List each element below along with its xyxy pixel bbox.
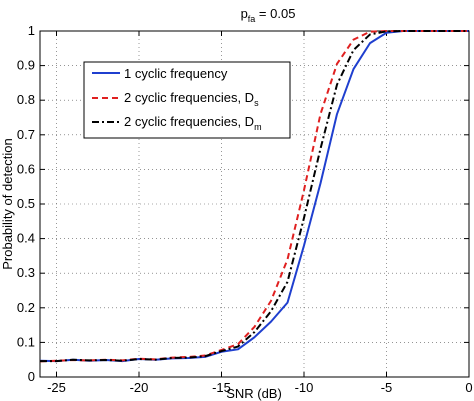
- chart-title-rest: = 0.05: [255, 6, 295, 21]
- chart-title: pfa = 0.05: [241, 6, 296, 24]
- y-tick-label: 0.8: [17, 92, 35, 107]
- y-tick-label: 1: [28, 23, 35, 38]
- y-tick-label: 0.4: [17, 231, 35, 246]
- x-tick-label: -15: [212, 380, 231, 395]
- legend-label-2: 2 cyclic frequencies, Ds: [124, 90, 259, 108]
- chart-title-main: p: [241, 6, 248, 21]
- axis-ticks: -25 -20 -15 -10 -5 0 0 0.1 0.2 0.3 0.4 0.5 0.6 0.7 0.8…: [17, 23, 473, 395]
- x-tick-label: -5: [381, 380, 393, 395]
- x-tick-label: -10: [295, 380, 314, 395]
- series-layer: [39, 30, 469, 363]
- x-axis-label: SNR (dB): [226, 386, 282, 401]
- series-line-3: [40, 30, 469, 363]
- legend-label-1-main: 1 cyclic frequency: [124, 66, 228, 81]
- y-tick-label: 0.3: [17, 265, 35, 280]
- x-tick-label: 0: [465, 380, 472, 395]
- legend: 1 cyclic frequency 2 cyclic frequencies,…: [83, 61, 291, 139]
- y-tick-label: 0.6: [17, 161, 35, 176]
- y-tick-label: 0.2: [17, 300, 35, 315]
- legend-label-3-main: 2 cyclic frequencies, D: [124, 114, 254, 129]
- x-tick-label: -25: [47, 380, 66, 395]
- legend-label-2-subscript: s: [254, 98, 259, 108]
- y-tick-label: 0.9: [17, 58, 35, 73]
- x-tick-label: -20: [130, 380, 149, 395]
- legend-label-3-subscript: m: [254, 122, 262, 132]
- legend-label-1: 1 cyclic frequency: [124, 66, 228, 81]
- y-tick-label: 0.1: [17, 334, 35, 349]
- y-tick-label: 0.5: [17, 196, 35, 211]
- y-tick-label: 0.7: [17, 127, 35, 142]
- y-tick-label: 0: [28, 369, 35, 384]
- legend-label-3: 2 cyclic frequencies, Dm: [124, 114, 262, 132]
- y-axis-label: Probability of detection: [0, 138, 15, 270]
- legend-box: [83, 61, 291, 139]
- legend-label-2-main: 2 cyclic frequencies, D: [124, 90, 254, 105]
- chart-title-subscript: fa: [248, 14, 256, 24]
